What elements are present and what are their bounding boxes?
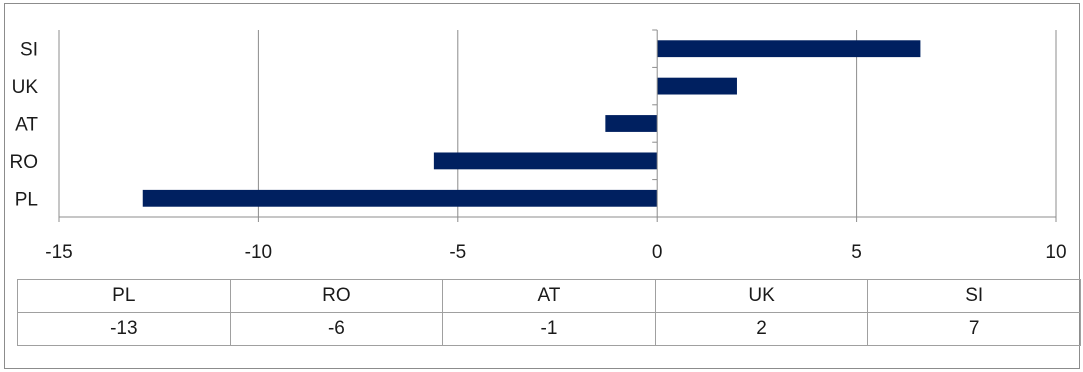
- chart-frame: [4, 3, 1080, 369]
- table-header-cell: RO: [229, 279, 444, 313]
- bars: [142, 40, 921, 207]
- y-tick-labels: PL RO AT UK SI: [10, 40, 39, 211]
- bar-at: [605, 115, 658, 132]
- table-header-cell: AT: [442, 279, 656, 313]
- data-table: PL RO AT UK SI -13 -6 -1 2 7: [17, 279, 1081, 346]
- table-value-cell: 7: [867, 312, 1081, 346]
- table-header-row: PL RO AT UK SI: [17, 279, 1081, 313]
- x-tick-label: -10: [245, 242, 272, 263]
- table-header-cell: UK: [654, 279, 869, 313]
- axes: [58, 29, 1057, 222]
- table-value-cell: -1: [442, 312, 656, 346]
- y-tick-label: RO: [10, 152, 39, 173]
- x-tick-labels: -15 -10 -5 0 5 10: [45, 242, 1066, 263]
- bar-ro: [433, 152, 658, 170]
- x-tick-label: -5: [449, 242, 466, 263]
- table-value-cell: 2: [654, 312, 869, 346]
- y-tick-label: PL: [15, 189, 38, 210]
- x-tick-label: 0: [652, 242, 663, 263]
- bar-uk: [657, 77, 737, 95]
- table-value-cell: -6: [229, 312, 444, 346]
- x-tick-label: 5: [851, 242, 862, 263]
- y-tick-label: AT: [15, 115, 38, 136]
- x-tick-label: -15: [45, 242, 72, 263]
- bar-pl: [142, 189, 658, 207]
- bar-si: [657, 40, 921, 58]
- y-tick-label: UK: [12, 77, 39, 98]
- grid-lines: [58, 30, 1057, 217]
- y-tick-label: SI: [20, 40, 38, 61]
- x-tick-label: 10: [1045, 242, 1066, 263]
- table-header-cell: SI: [867, 279, 1081, 313]
- table-value-cell: -13: [17, 312, 231, 346]
- table-header-cell: PL: [17, 279, 231, 313]
- bar-chart: -15 -10 -5 0 5 10 PL RO AT UK SI: [10, 29, 1067, 263]
- table-value-row: -13 -6 -1 2 7: [17, 312, 1081, 346]
